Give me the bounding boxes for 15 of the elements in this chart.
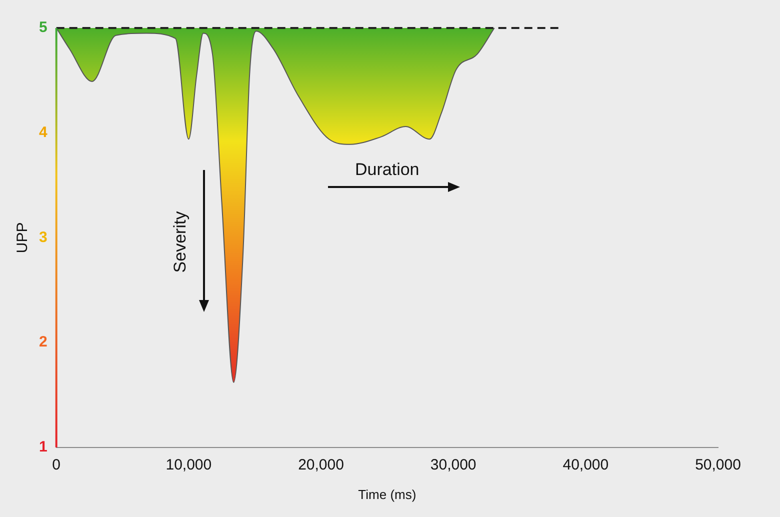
annotation: Duration [355,160,420,180]
y-tick-label: 4 [39,124,48,141]
y-tick-label: 3 [39,228,48,246]
x-tick-label: 40,000 [562,456,609,474]
y-tick-label: 2 [39,334,48,351]
y-axis-title: UPP [14,222,32,254]
x-tick-label: 20,000 [298,456,344,474]
x-tick-label: 30,000 [430,456,476,474]
x-axis-title: Time (ms) [358,486,416,502]
annotation: Severity [170,211,191,273]
y-tick-label: 1 [39,438,48,456]
x-tick-label: 0 [52,456,61,474]
x-tick-label: 50,000 [695,456,741,474]
y-tick-label: 5 [39,19,48,36]
x-tick-label: 10,000 [166,456,212,474]
